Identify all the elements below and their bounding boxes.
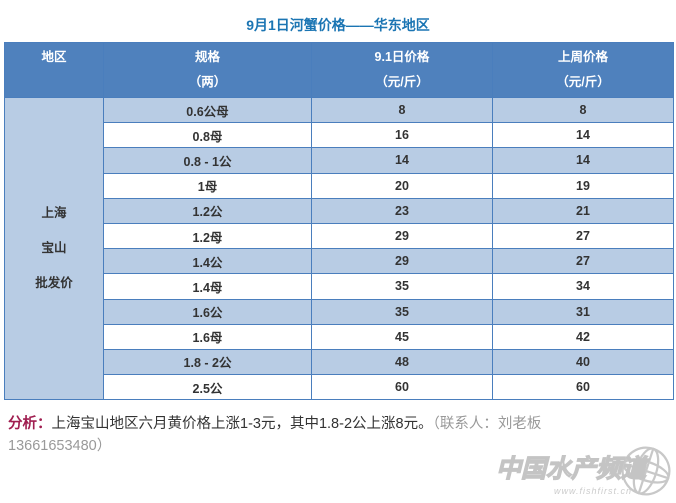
header-row: 地区 规格 （两） 9.1日价格 （元/斤） 上周价格 （元/斤）	[4, 42, 674, 98]
header-price-today: 9.1日价格 （元/斤）	[311, 42, 493, 98]
spec-cell: 1.8 - 2公	[103, 348, 312, 376]
price-today-cell: 35	[311, 298, 493, 325]
price-table: 地区 规格 （两） 9.1日价格 （元/斤） 上周价格 （元/斤） 上海 宝山 …	[4, 42, 674, 401]
table-row: 1.6母 45 42	[5, 323, 674, 350]
table-row: 1.6公 35 31	[5, 298, 674, 325]
price-lastweek-cell: 19	[492, 172, 674, 199]
header-price-lastweek-line1: 上周价格	[557, 50, 608, 64]
table-row: 1.4母 35 34	[5, 273, 674, 300]
table-row: 2.5公 60 60	[5, 374, 674, 401]
table-row: 上海 宝山 批发价 0.6公母 8 8	[4, 96, 674, 401]
spec-cell: 0.8母	[103, 122, 312, 149]
price-lastweek-cell: 31	[492, 298, 674, 325]
header-spec-line1: 规格	[194, 50, 220, 64]
price-lastweek-cell: 14	[492, 147, 674, 174]
spec-cell: 1.6公	[103, 298, 312, 325]
header-spec: 规格 （两）	[103, 42, 312, 98]
table-row: 1.8 - 2公 48 40	[5, 348, 674, 376]
page-title: 9月1日河蟹价格——华东地区	[246, 17, 430, 33]
region-line: 批发价	[35, 276, 73, 291]
spec-cell: 1.6母	[103, 323, 312, 350]
table-row: 1.2母 29 27	[5, 222, 674, 250]
price-today-cell: 8	[311, 96, 493, 124]
price-lastweek-cell: 14	[492, 122, 674, 149]
price-today-cell: 45	[311, 323, 493, 350]
region-line: 上海	[41, 206, 67, 221]
price-today-cell: 23	[311, 197, 493, 224]
price-lastweek-cell: 21	[492, 197, 674, 224]
price-today-cell: 35	[311, 273, 493, 300]
spec-cell: 0.8 - 1公	[103, 147, 312, 174]
price-lastweek-cell: 40	[492, 348, 674, 376]
price-today-cell: 48	[311, 348, 493, 376]
price-lastweek-cell: 34	[492, 273, 674, 300]
price-today-cell: 29	[311, 248, 493, 275]
header-spec-line2: （两）	[188, 75, 227, 89]
header-price-today-line2: （元/斤）	[375, 75, 429, 89]
header-price-lastweek: 上周价格 （元/斤）	[492, 42, 674, 98]
spec-cell: 1.4母	[103, 273, 312, 300]
table-row: 0.8 - 1公 14 14	[5, 147, 674, 174]
analysis-paragraph: 分析：上海宝山地区六月黄价格上涨1-3元，其中1.8-2公上涨8元。（联系人：刘…	[8, 413, 668, 457]
table-row: 1母 20 19	[5, 172, 674, 199]
analysis-text: 上海宝山地区六月黄价格上涨1-3元，其中1.8-2公上涨8元。	[51, 416, 433, 433]
analysis-label: 分析：	[8, 416, 52, 433]
contact-phone: 13661653480）	[8, 438, 112, 455]
price-lastweek-cell: 42	[492, 323, 674, 350]
region-cell: 上海 宝山 批发价	[4, 96, 104, 401]
spec-cell: 1.4公	[103, 248, 312, 275]
header-region-line1: 地区	[41, 50, 67, 64]
spec-cell: 0.6公母	[103, 96, 312, 124]
spec-cell: 2.5公	[103, 374, 312, 401]
header-region: 地区	[4, 42, 104, 98]
spec-cell: 1母	[103, 172, 312, 199]
price-lastweek-cell: 27	[492, 222, 674, 250]
price-lastweek-cell: 27	[492, 248, 674, 275]
price-lastweek-cell: 8	[492, 96, 674, 124]
spec-cell: 1.2公	[103, 197, 312, 224]
table-row: 1.4公 29 27	[5, 248, 674, 275]
header-price-today-line1: 9.1日价格	[374, 50, 430, 64]
price-today-cell: 16	[311, 122, 493, 149]
header-price-lastweek-line2: （元/斤）	[556, 75, 610, 89]
price-today-cell: 14	[311, 147, 493, 174]
price-today-cell: 60	[311, 374, 493, 401]
price-today-cell: 29	[311, 222, 493, 250]
contact-text: （联系人：刘老板	[432, 416, 542, 433]
spec-cell: 1.2母	[103, 222, 312, 250]
table-row: 0.8母 16 14	[5, 122, 674, 149]
table-row: 1.2公 23 21	[5, 197, 674, 224]
price-today-cell: 20	[311, 172, 493, 199]
price-lastweek-cell: 60	[492, 374, 674, 401]
region-line: 宝山	[41, 241, 67, 256]
header-region-line2	[5, 75, 103, 90]
